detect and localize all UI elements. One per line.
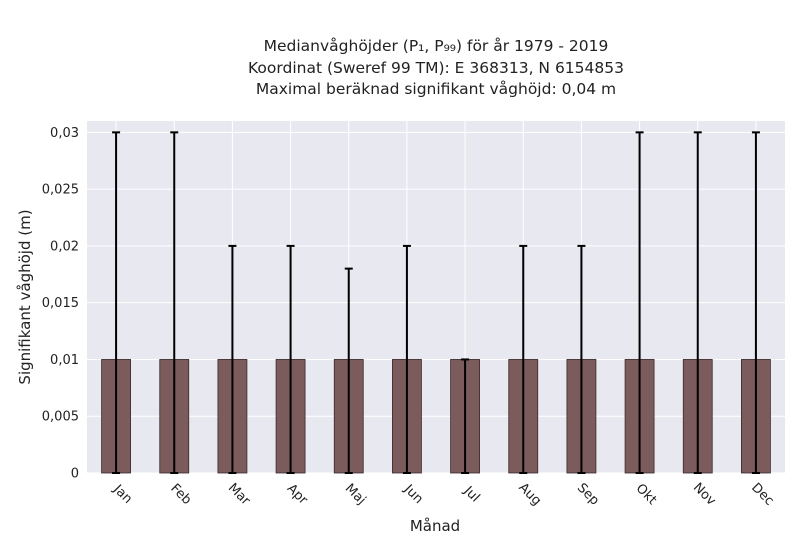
- title-line-2: Koordinat (Sweref 99 TM): E 368313, N 61…: [248, 59, 624, 77]
- x-tick-label-mar: Mar: [225, 481, 253, 509]
- y-tick-label: 0,01: [50, 353, 79, 368]
- x-axis-ticks: Jan Feb Mar Apr Maj Jun Jul Aug Sep Okt Nov Dec: [109, 480, 776, 509]
- y-tick-label: 0,015: [42, 296, 79, 311]
- x-axis-label: Månad: [410, 517, 460, 535]
- x-tick-label-jul: Jul: [460, 483, 482, 505]
- y-tick-label: 0,02: [50, 239, 79, 254]
- x-tick-label-jun: Jun: [400, 481, 426, 507]
- y-axis-ticks: 0 0,005 0,01 0,015 0,02 0,025 0,03: [42, 126, 79, 482]
- chart-title: Medianvåghöjder (P₁, P₉₉) för år 1979 - …: [248, 37, 624, 98]
- title-line-3: Maximal beräknad signifikant våghöjd: 0,…: [256, 80, 616, 98]
- x-tick-label-apr: Apr: [284, 481, 311, 508]
- y-tick-label: 0,03: [50, 126, 79, 141]
- y-tick-label: 0,025: [42, 183, 79, 198]
- y-tick-label: 0: [71, 467, 79, 482]
- x-tick-label-maj: Maj: [342, 481, 369, 508]
- plot-area: [87, 121, 785, 473]
- y-tick-label: 0,005: [42, 410, 79, 425]
- x-tick-label-jan: Jan: [109, 481, 134, 506]
- error-bars: [112, 131, 760, 474]
- x-tick-label-sep: Sep: [574, 481, 602, 509]
- x-tick-label-aug: Aug: [515, 480, 544, 509]
- y-axis-label: Signifikant våghöjd (m): [16, 209, 34, 384]
- x-tick-label-dec: Dec: [748, 480, 776, 508]
- x-tick-label-okt: Okt: [633, 481, 660, 508]
- x-tick-label-nov: Nov: [690, 480, 719, 509]
- title-line-1: Medianvåghöjder (P₁, P₉₉) för år 1979 - …: [264, 37, 609, 55]
- x-tick-label-feb: Feb: [167, 481, 194, 508]
